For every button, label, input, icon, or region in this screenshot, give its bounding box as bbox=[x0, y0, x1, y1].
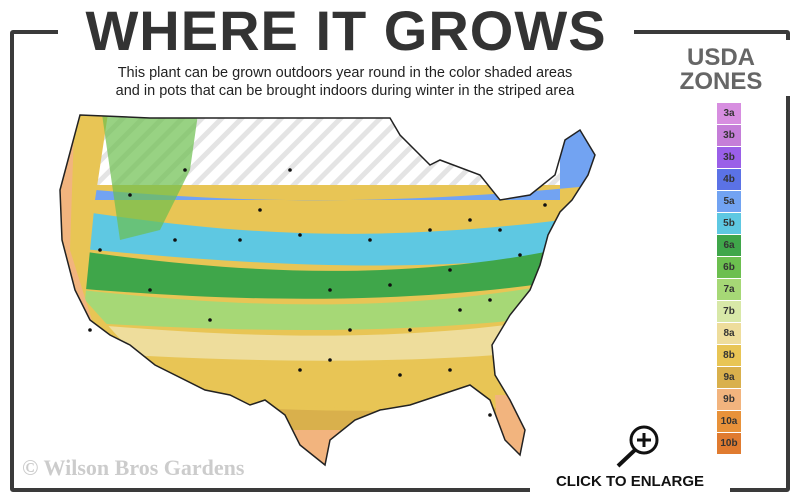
legend-zone-9a: 9a bbox=[717, 367, 741, 389]
legend-zone-3b: 3b bbox=[717, 125, 741, 147]
city-dot bbox=[543, 203, 547, 207]
legend-zone-5b: 5b bbox=[717, 213, 741, 235]
city-dot bbox=[258, 208, 262, 212]
city-dot bbox=[468, 218, 472, 222]
legend-zone-5a: 5a bbox=[717, 191, 741, 213]
legend-zone-10b: 10b bbox=[717, 433, 741, 455]
zone-bands bbox=[60, 115, 595, 465]
legend-title-usda: USDA bbox=[686, 44, 755, 71]
city-dot bbox=[488, 298, 492, 302]
legend-zone-9b: 9b bbox=[717, 389, 741, 411]
city-dot bbox=[183, 168, 187, 172]
city-dot bbox=[148, 288, 152, 292]
city-dot bbox=[448, 368, 452, 372]
page-title: WHERE IT GROWS bbox=[58, 0, 634, 62]
legend-zone-8a: 8a bbox=[717, 323, 741, 345]
legend-zone-10a: 10a bbox=[717, 411, 741, 433]
legend-zone-8b: 8b bbox=[717, 345, 741, 367]
zone-legend: 3a 3b 3b 4b 5a 5b 6a 6b 7a 7b 8a 8b 9a 9b 10a 10b bbox=[717, 103, 741, 455]
subtitle-line-1: This plant can be grown outdoors year ro… bbox=[117, 65, 573, 81]
city-dot bbox=[368, 238, 372, 242]
subtitle-line-2: and in pots that can be brought indoors … bbox=[115, 83, 575, 99]
legend-zone-7b: 7b bbox=[717, 301, 741, 323]
city-dot bbox=[348, 328, 352, 332]
city-dot bbox=[328, 288, 332, 292]
legend-zone-3a: 3a bbox=[717, 103, 741, 125]
city-dot bbox=[128, 193, 132, 197]
usda-zone-map[interactable] bbox=[40, 100, 600, 470]
city-dot bbox=[388, 283, 392, 287]
city-dot bbox=[208, 318, 212, 322]
copyright-watermark: © Wilson Bros Gardens bbox=[22, 455, 245, 480]
subtitle: This plant can be grown outdoors year ro… bbox=[40, 64, 650, 100]
city-dot bbox=[88, 328, 92, 332]
click-to-enlarge-button[interactable]: CLICK TO ENLARGE bbox=[530, 468, 730, 500]
city-dot bbox=[298, 233, 302, 237]
city-dot bbox=[458, 308, 462, 312]
legend-title: USDA ZONES bbox=[652, 40, 790, 96]
legend-zone-6a: 6a bbox=[717, 235, 741, 257]
city-dot bbox=[288, 168, 292, 172]
legend-zone-3b: 3b bbox=[717, 147, 741, 169]
city-dot bbox=[518, 253, 522, 257]
city-dot bbox=[173, 238, 177, 242]
magnifier-plus-icon[interactable] bbox=[610, 422, 666, 470]
city-dot bbox=[328, 358, 332, 362]
legend-zone-4b: 4b bbox=[717, 169, 741, 191]
city-dot bbox=[488, 413, 492, 417]
city-dot bbox=[408, 328, 412, 332]
legend-zone-7a: 7a bbox=[717, 279, 741, 301]
legend-title-zones: ZONES bbox=[679, 68, 763, 95]
city-dot bbox=[498, 228, 502, 232]
city-dot bbox=[428, 228, 432, 232]
city-dot bbox=[448, 268, 452, 272]
city-markers bbox=[88, 168, 547, 417]
city-dot bbox=[398, 373, 402, 377]
city-dot bbox=[98, 248, 102, 252]
city-dot bbox=[298, 368, 302, 372]
city-dot bbox=[238, 238, 242, 242]
legend-zone-6b: 6b bbox=[717, 257, 741, 279]
